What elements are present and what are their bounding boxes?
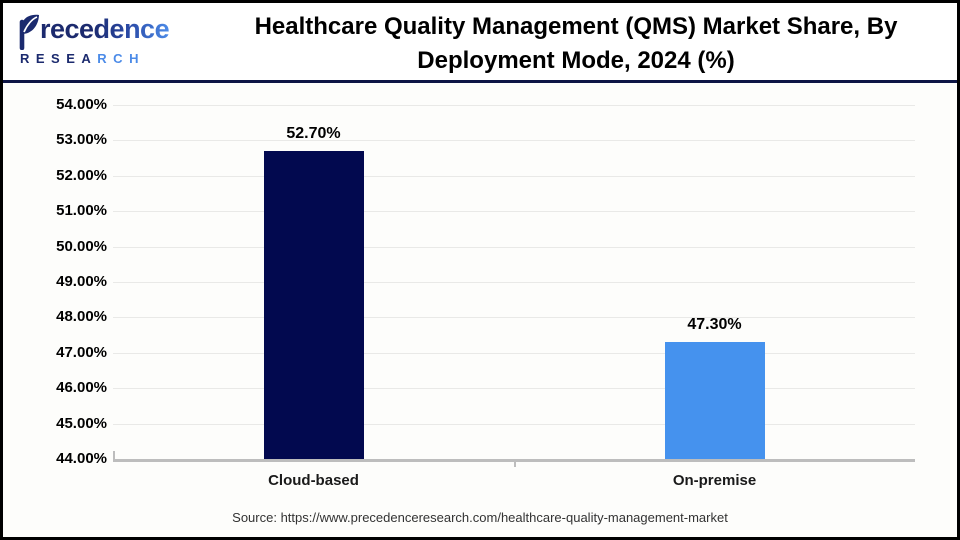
- leaf-p-icon: [19, 14, 39, 50]
- bar-value-label: 47.30%: [687, 316, 742, 334]
- header: recedence RESEARCH Healthcare Quality Ma…: [3, 3, 957, 80]
- y-axis-tick-label: 46.00%: [56, 379, 107, 397]
- y-gridline: [113, 175, 915, 177]
- y-axis-tick-label: 53.00%: [56, 131, 107, 149]
- x-axis-category-label: On-premise: [672, 472, 757, 489]
- logo-research-accent: RCH: [97, 51, 145, 66]
- y-axis-tick-label: 44.00%: [56, 450, 107, 467]
- header-divider: [3, 80, 957, 83]
- precedence-research-logo: recedence RESEARCH: [3, 3, 213, 80]
- y-gridline: [113, 317, 915, 319]
- y-axis-tick-label: 52.00%: [56, 166, 107, 184]
- y-axis-tick-label: 47.00%: [56, 343, 107, 361]
- y-gridline: [113, 246, 915, 248]
- y-axis-tick-label: 49.00%: [56, 273, 107, 290]
- y-gridline: [113, 352, 915, 354]
- y-gridline: [113, 211, 915, 213]
- y-gridline: [113, 388, 915, 390]
- logo-research-text: RESEARCH: [17, 51, 213, 67]
- x-axis-end-tick: [113, 451, 115, 459]
- bar-on-premise: [664, 342, 765, 459]
- bar-chart-plot: 54.00% 53.00% 52.00% 51.00% 50.00% 49.00% 48.0…: [3, 83, 957, 537]
- x-axis-line: [113, 459, 915, 462]
- chart-region: 54.00% 53.00% 52.00% 51.00% 50.00% 49.00% 48.0…: [3, 83, 957, 537]
- chart-title-line1: Healthcare Quality Management (QMS) Mark…: [254, 13, 898, 40]
- x-axis-mid-tick: [514, 462, 516, 467]
- y-gridline: [113, 282, 915, 283]
- y-gridline: [113, 423, 915, 425]
- logo-brand-text: recedence: [40, 11, 170, 47]
- y-gridline: [113, 140, 915, 142]
- y-axis-tick-label: 51.00%: [56, 202, 107, 220]
- chart-title: Healthcare Quality Management (QMS) Mark…: [213, 3, 957, 80]
- y-axis-tick-label: 48.00%: [56, 308, 107, 326]
- bar-cloud-based: [263, 151, 364, 459]
- logo-brand-line: recedence: [17, 11, 213, 51]
- y-axis-tick-label: 54.00%: [56, 96, 107, 113]
- source-note: Source: https://www.precedenceresearch.c…: [232, 510, 728, 525]
- y-axis-tick-label: 45.00%: [56, 414, 107, 432]
- bar-value-label: 52.70%: [286, 125, 341, 143]
- x-axis-category-label: Cloud-based: [268, 472, 359, 489]
- logo-research-primary: RESEA: [20, 51, 98, 66]
- y-gridline: [113, 105, 915, 106]
- y-axis-tick-label: 50.00%: [56, 237, 107, 255]
- chart-title-line2: Deployment Mode, 2024 (%): [417, 47, 735, 74]
